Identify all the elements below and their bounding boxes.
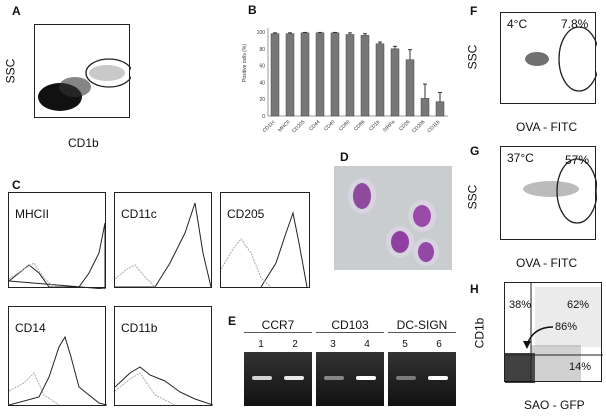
panel-h-plot: 38% 62% 86% 14% [504,282,603,383]
svg-text:20: 20 [259,97,265,103]
svg-text:CD40: CD40 [323,119,336,132]
svg-text:CD86: CD86 [353,119,366,132]
svg-text:CD206: CD206 [411,119,426,134]
panel-f-xlabel: OVA - FITC [516,120,578,134]
gel-image [316,352,384,406]
svg-text:40: 40 [259,80,265,86]
panel-a-xlabel: CD1b [68,136,99,150]
panel-h-ylabel: CD1b [472,317,487,349]
panel-c-label: C [12,178,21,192]
histogram-label: CD11c [121,207,157,221]
panel-a-label: A [12,4,21,18]
svg-text:CD1b: CD1b [368,119,381,132]
panel-f-plot: 4°C 7.8% [500,12,597,104]
panel-a-plot [34,24,131,118]
bar-chart: 0 20 40 60 80 100 CD11c MHCII CD205 CD44 CD40 CD80 C… [250,24,450,144]
gel-image [244,352,312,406]
micrograph [334,166,452,270]
histogram-label: MHCII [15,207,49,221]
panel-f-label: F [470,4,478,18]
panel-g-xlabel: OVA - FITC [516,256,578,270]
svg-text:CD11c: CD11c [262,119,277,134]
histogram-mhcii: MHCII [8,192,106,289]
panel-h-label: H [470,282,479,296]
temperature-label: 4°C [507,17,528,31]
percent-label: 57% [565,153,590,167]
panel-e-label: E [228,314,237,328]
svg-text:100: 100 [257,30,266,36]
svg-text:CD44: CD44 [308,119,321,132]
panel-a-ylabel: SSC [3,58,18,84]
histogram-label: CD14 [15,321,46,335]
panel-f-ylabel: SSC [465,44,480,70]
gene-label: CCR7 [244,318,312,333]
temperature-label: 37°C [507,151,534,165]
histogram-label: CD205 [227,207,265,221]
svg-text:0: 0 [262,114,265,120]
panel-g-ylabel: SSC [465,184,480,210]
svg-text:60: 60 [259,64,265,70]
panel-g-label: G [470,144,480,158]
histogram-cd11c: CD11c [114,192,212,288]
quadrant-ul: 38% [509,299,532,311]
panel-b-ylabel: Positive cells (%) [242,43,249,83]
panel-b-label: B [248,3,257,17]
svg-text:CD80: CD80 [338,119,351,132]
panel-g-plot: 37°C 57% [500,146,597,240]
svg-text:CD205: CD205 [291,119,306,134]
histogram-label: CD11b [121,321,158,335]
svg-text:80: 80 [259,47,265,53]
panel-h-xlabel: SAO - GFP [524,398,585,412]
histogram-cd11b: CD11b [114,306,213,406]
gene-label: CD103 [316,318,384,333]
svg-text:CD11b: CD11b [426,119,441,134]
quadrant-lr: 14% [569,361,592,373]
svg-text:MHCII: MHCII [277,119,291,133]
histogram-cd205: CD205 [220,192,310,288]
quadrant-ur: 62% [567,299,590,311]
histogram-cd14: CD14 [8,306,107,406]
arrow-label: 86% [555,321,578,333]
gel-image [388,352,456,406]
gene-label: DC-SIGN [388,318,456,333]
svg-text:CD26: CD26 [398,119,411,132]
panel-d-label: D [340,150,349,164]
svg-text:SIRPa: SIRPa [382,119,397,134]
